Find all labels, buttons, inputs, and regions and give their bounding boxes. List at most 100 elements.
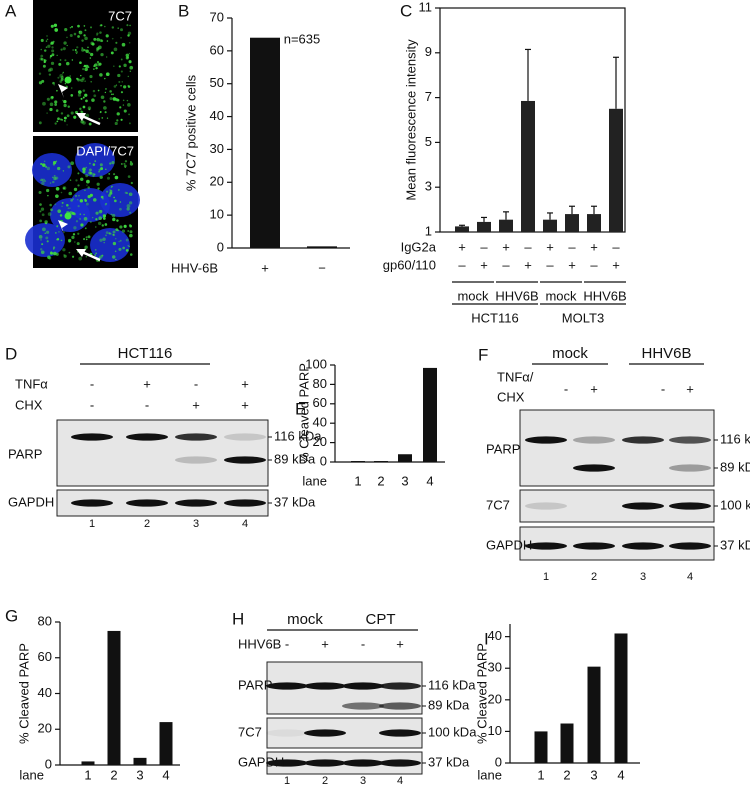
cell-line-label: MOLT3 — [562, 310, 604, 325]
treatment-sign: + — [241, 376, 249, 391]
speckle — [120, 163, 123, 165]
speckle — [40, 178, 43, 182]
speckle — [76, 46, 79, 49]
nucleus — [32, 153, 72, 187]
condition-sign: + — [612, 257, 620, 272]
speckle — [76, 77, 79, 80]
condition-sign: – — [612, 239, 620, 254]
y-axis-label: % Cleaved PARP — [296, 363, 311, 464]
speckle — [60, 48, 63, 51]
speckle — [56, 89, 58, 92]
speckle — [113, 85, 117, 88]
cell-line-label: HCT116 — [471, 310, 518, 325]
speckle — [98, 168, 101, 172]
speckle — [128, 122, 131, 125]
speckle — [108, 232, 111, 235]
treatment-sign: - — [90, 397, 94, 412]
speckle — [92, 174, 95, 178]
x-tick-label: − — [318, 260, 326, 275]
speckle — [118, 80, 121, 83]
speckle — [99, 73, 103, 77]
speckle — [104, 25, 106, 28]
speckle — [129, 65, 134, 70]
condition-sign: + — [546, 239, 554, 254]
blot-band — [573, 542, 615, 550]
speckle — [100, 52, 104, 57]
speckle — [124, 191, 127, 194]
speckle — [99, 111, 102, 114]
speckle — [113, 199, 117, 203]
blot-label: GAPDH — [486, 537, 532, 552]
speckle — [84, 80, 86, 82]
x-tick-label: 1 — [84, 767, 91, 782]
y-tick-label: 20 — [38, 721, 52, 736]
speckle — [120, 70, 123, 73]
speckle — [55, 194, 59, 198]
speckle — [127, 230, 130, 232]
y-tick-label: 60 — [38, 649, 52, 664]
speckle — [129, 211, 132, 214]
speckle — [46, 166, 51, 171]
blot-band — [266, 682, 308, 690]
speckle — [85, 236, 88, 239]
y-tick-label: 0 — [495, 754, 502, 769]
speckle — [38, 72, 42, 75]
speckle — [84, 29, 87, 32]
speckle — [99, 238, 103, 242]
speckle — [80, 119, 84, 124]
speckle — [129, 162, 134, 166]
speckle — [57, 76, 60, 79]
speckle — [115, 84, 118, 86]
speckle — [39, 210, 42, 213]
speckle — [70, 111, 74, 115]
treatment-sign: - — [564, 381, 568, 396]
speckle — [80, 223, 84, 227]
speckle — [55, 160, 58, 162]
speckle — [126, 99, 129, 102]
speckle — [115, 238, 117, 240]
speckle — [47, 68, 52, 72]
speckle — [50, 61, 55, 65]
blot-label: GAPDH — [8, 494, 54, 509]
speckle — [40, 238, 42, 241]
speckle — [129, 24, 131, 27]
speckle — [62, 170, 65, 172]
speckle — [84, 67, 88, 72]
speckle — [95, 62, 97, 65]
speckle — [119, 239, 122, 242]
blot-label: 7C7 — [486, 497, 510, 512]
treatment-sign: + — [192, 397, 200, 412]
speckle — [106, 190, 109, 193]
y-tick-label: 20 — [313, 434, 327, 449]
treatment-sign: + — [590, 381, 598, 396]
speckle — [45, 222, 48, 225]
speckle — [104, 91, 107, 94]
y-tick-label: 20 — [488, 691, 502, 706]
x-tick-label: 3 — [401, 473, 408, 488]
speckle — [41, 243, 44, 246]
panel-letter: G — [5, 606, 18, 625]
speckle — [89, 220, 92, 224]
speckle — [46, 112, 48, 114]
speckle — [79, 199, 84, 203]
speckle — [92, 163, 96, 166]
speckle — [127, 85, 131, 88]
y-tick-label: 0 — [45, 756, 52, 771]
speckle — [93, 94, 97, 98]
speckle — [43, 160, 46, 163]
blot-band — [669, 542, 711, 550]
speckle — [52, 176, 54, 179]
speckle — [50, 251, 53, 254]
panel-letter: F — [478, 345, 488, 364]
speckle — [93, 198, 97, 202]
marker-label: 116 kDa — [428, 677, 476, 692]
marker-label: 37 kDa — [274, 494, 316, 509]
speckle — [122, 246, 125, 250]
speckle — [43, 59, 46, 62]
speckle — [79, 218, 81, 220]
blot-band — [342, 759, 384, 767]
speckle — [119, 201, 122, 203]
blot-band — [224, 499, 266, 507]
speckle — [125, 238, 129, 242]
speckle — [85, 166, 87, 169]
